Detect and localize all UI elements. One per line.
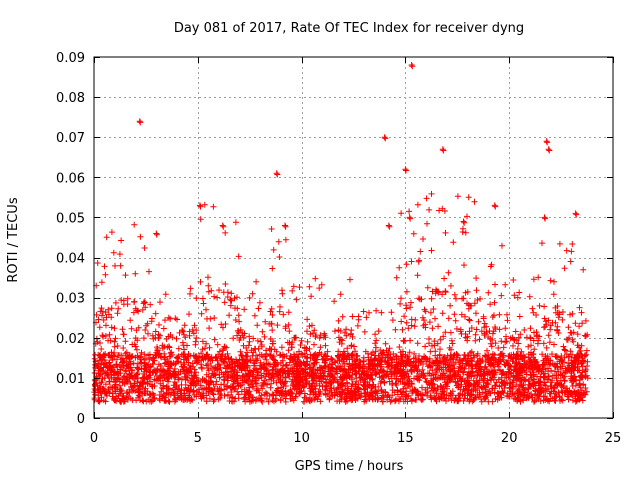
x-tick-label: 25: [605, 431, 622, 446]
y-tick-label: 0.07: [56, 131, 85, 146]
y-tick-label: 0.02: [56, 332, 85, 347]
y-tick-label: 0.03: [56, 292, 85, 307]
y-tick-label: 0.01: [56, 372, 85, 387]
y-tick-label: 0.04: [56, 252, 85, 267]
x-tick-label: 10: [293, 431, 310, 446]
x-tick-label: 5: [194, 431, 202, 446]
x-tick-label: 0: [90, 431, 98, 446]
x-axis-label: GPS time / hours: [295, 459, 404, 474]
data-points: [91, 62, 591, 405]
y-tick-label: 0: [77, 412, 85, 427]
y-axis-label: ROTI / TECUs: [6, 197, 21, 282]
plot-frame: [93, 56, 614, 419]
chart-title: Day 081 of 2017, Rate Of TEC Index for r…: [174, 21, 524, 36]
roti-point-markers: [91, 62, 591, 405]
y-tick-label: 0.09: [56, 51, 85, 66]
x-tick-label: 15: [397, 431, 414, 446]
y-tick-label: 0.05: [56, 211, 85, 226]
x-tick-label: 20: [501, 431, 518, 446]
y-tick-label: 0.06: [56, 171, 85, 186]
y-tick-label: 0.08: [56, 91, 85, 106]
